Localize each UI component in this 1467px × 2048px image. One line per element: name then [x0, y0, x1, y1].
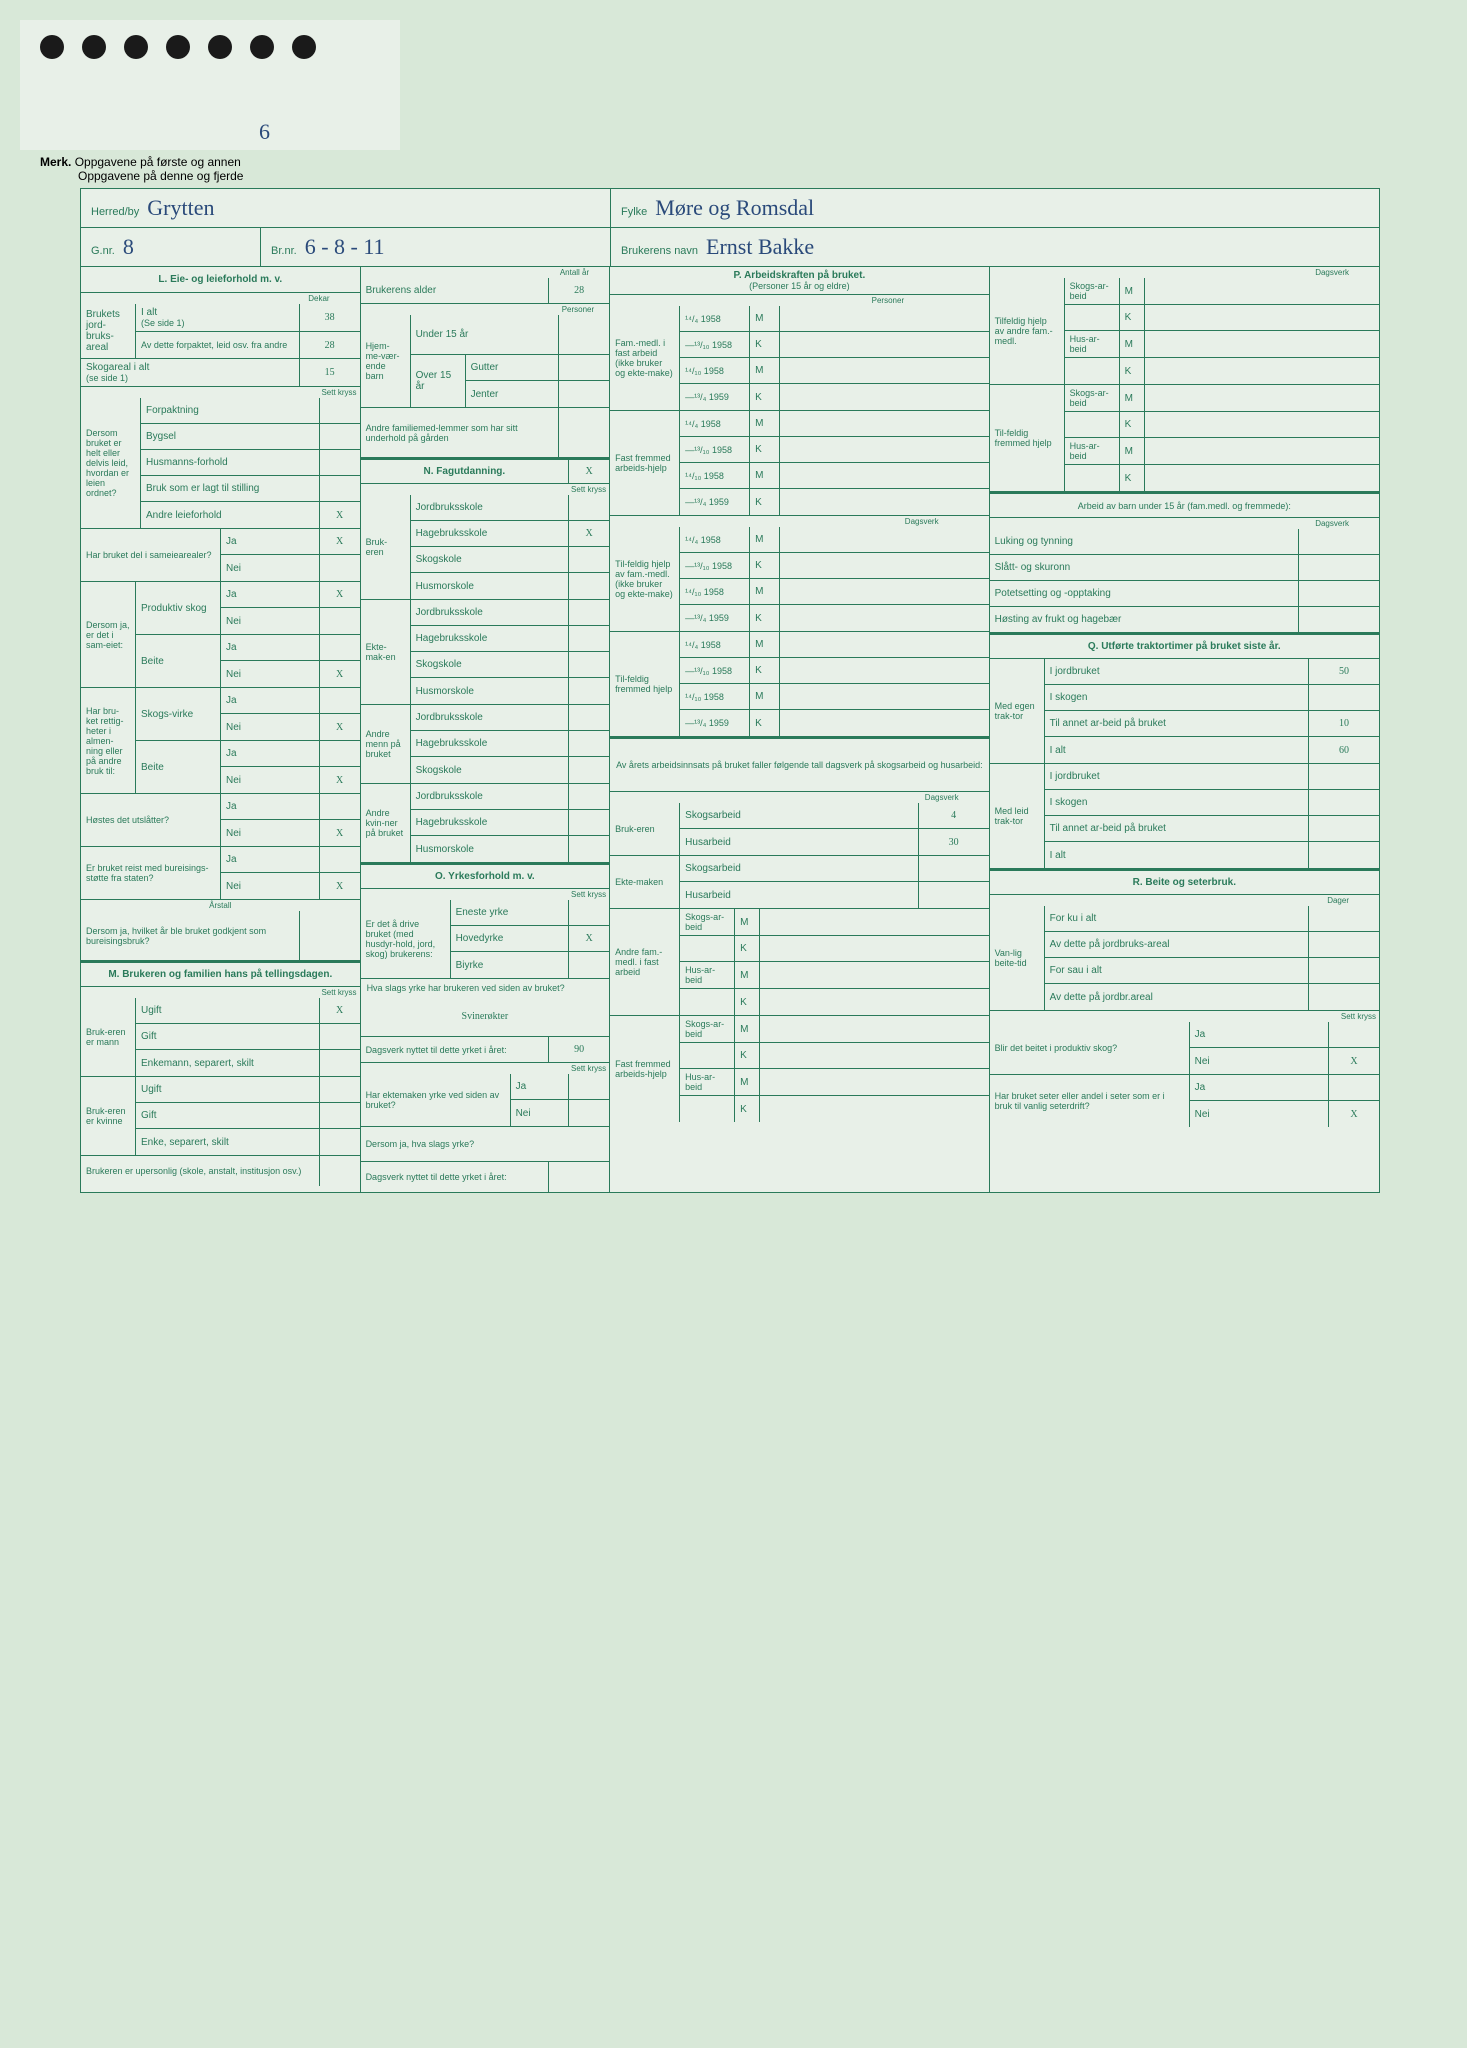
N-title-x: X — [569, 460, 609, 483]
M-title: M. Brukeren og familien hans på tellings… — [81, 963, 360, 986]
Q-jord: 50 — [1309, 659, 1379, 684]
prodskog-ja: X — [320, 582, 360, 607]
ialt-val: 38 — [300, 304, 360, 331]
herred-value: Grytten — [147, 195, 214, 221]
navn-value: Ernst Bakke — [706, 234, 814, 260]
yrke-val: Svinerøkter — [361, 997, 610, 1036]
col-right: Dagsverk Tilfeldig hjelp av andre fam.-m… — [990, 267, 1379, 1192]
alder-val: 28 — [549, 278, 609, 303]
skogsvirke-nei: X — [320, 714, 360, 740]
col-P: P. Arbeidskraften på bruket.(Personer 15… — [610, 267, 989, 1192]
L-title: L. Eie- og leieforhold m. v. — [81, 267, 360, 292]
andre-leie-x: X — [320, 502, 360, 528]
col-N-O: Antall år Brukerens alder28 Personer Hje… — [361, 267, 611, 1192]
hagebruk-x: X — [569, 521, 609, 546]
seter-nei: X — [1329, 1101, 1379, 1127]
sameie-ja: X — [320, 529, 360, 554]
punch-holes — [40, 35, 380, 59]
bruker-skog: 4 — [919, 803, 989, 828]
col-L-M: L. Eie- og leieforhold m. v. Dekar Bruke… — [81, 267, 361, 1192]
bruker-hus: 30 — [919, 829, 989, 855]
fylke-label: Fylke — [621, 206, 647, 218]
gnr-value: 8 — [123, 234, 134, 260]
N-title: N. Fagutdanning. — [361, 460, 570, 483]
Q-title: Q. Utførte traktortimer på bruket siste … — [990, 635, 1379, 658]
skog-val: 15 — [300, 359, 360, 386]
av-val: 28 — [300, 332, 360, 358]
stub-number: 6 — [259, 119, 270, 145]
navn-label: Brukerens navn — [621, 245, 698, 257]
herred-label: Herred/by — [91, 206, 139, 218]
brnr-label: Br.nr. — [271, 245, 297, 257]
census-form: Herred/by Grytten Fylke Møre og Romsdal … — [80, 188, 1380, 1193]
O-dagsverk: 90 — [549, 1037, 609, 1062]
ugift-x: X — [320, 998, 360, 1023]
merk-note: Merk. Oppgavene på første og annen Oppga… — [20, 150, 1447, 188]
beite-nei: X — [320, 661, 360, 687]
bureising-nei: X — [320, 873, 360, 899]
R-title: R. Beite og seterbruk. — [990, 871, 1379, 894]
P-title: P. Arbeidskraften på bruket.(Personer 15… — [610, 267, 988, 294]
beitet-nei: X — [1329, 1048, 1379, 1074]
brnr-value: 6 - 8 - 11 — [305, 234, 385, 260]
punch-stub: 6 — [20, 20, 400, 150]
Q-annet: 10 — [1309, 711, 1379, 736]
beite2-nei: X — [320, 767, 360, 793]
O-title: O. Yrkesforhold m. v. — [361, 865, 610, 888]
gnr-label: G.nr. — [91, 245, 115, 257]
utslatt-nei: X — [320, 820, 360, 846]
Q-ialt: 60 — [1309, 737, 1379, 763]
hoved-x: X — [569, 926, 609, 951]
fylke-value: Møre og Romsdal — [655, 195, 814, 221]
